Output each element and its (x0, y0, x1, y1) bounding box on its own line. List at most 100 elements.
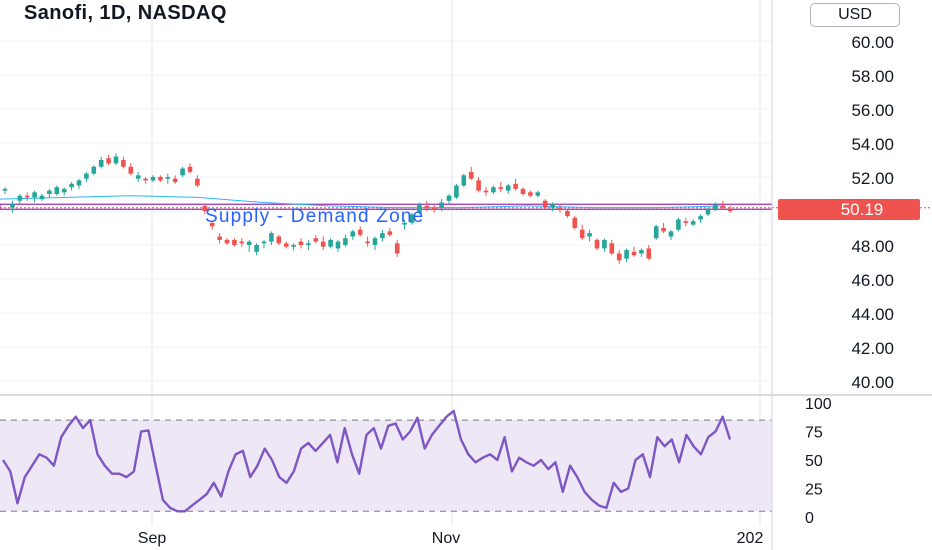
candle (158, 175, 163, 183)
candle (306, 239, 311, 251)
candle (84, 171, 89, 183)
candle (661, 222, 666, 234)
candle (705, 207, 711, 217)
oscillator-tick-label: 50 (805, 453, 823, 470)
price-tick-label: 46.00 (851, 271, 894, 290)
candle (261, 239, 267, 249)
candle (39, 194, 45, 201)
candle (483, 187, 489, 196)
candle (47, 188, 52, 198)
candle (587, 229, 592, 242)
candle (224, 238, 230, 245)
price-tick-label: 56.00 (851, 101, 894, 120)
candle (143, 177, 148, 184)
candle (683, 217, 689, 227)
candle (209, 221, 215, 230)
candle (246, 239, 252, 252)
candle (417, 202, 422, 215)
candle (535, 190, 541, 198)
candle (461, 173, 467, 188)
time-axis-label: Sep (138, 530, 167, 547)
candle (254, 243, 259, 256)
candle (313, 234, 319, 244)
candle (202, 204, 208, 215)
candle (187, 163, 193, 174)
candle (350, 229, 356, 240)
candle (727, 205, 733, 213)
candle (10, 200, 15, 213)
candle (624, 248, 629, 262)
candle (328, 238, 333, 249)
oscillator-tick-label: 0 (805, 510, 814, 527)
candle (431, 204, 437, 213)
candle (128, 163, 134, 176)
candle (542, 199, 548, 210)
currency-button[interactable]: USD (810, 3, 900, 27)
candle (520, 187, 526, 196)
candle (631, 246, 637, 257)
candle (239, 238, 245, 247)
candle (91, 165, 97, 176)
candle (424, 200, 430, 211)
candle (653, 224, 659, 240)
candle (565, 209, 570, 218)
candle (557, 204, 563, 213)
candle (372, 236, 378, 251)
candle (394, 239, 400, 257)
zone-annotation[interactable]: Supply - Demand Zone (205, 206, 424, 227)
time-axis-label: 202 (737, 530, 764, 547)
price-tick-label: 42.00 (851, 339, 894, 358)
candle (676, 217, 681, 232)
candle (113, 153, 119, 166)
candle (690, 219, 696, 227)
oscillator-tick-label: 75 (805, 425, 823, 442)
candle (387, 228, 393, 237)
moving-average (0, 195, 726, 209)
candle (646, 245, 652, 261)
candle (150, 175, 156, 183)
price-tick-label: 54.00 (851, 135, 894, 154)
candle (357, 226, 363, 237)
candle (365, 236, 370, 247)
candle (32, 190, 37, 203)
candle (17, 194, 23, 205)
candle (454, 183, 459, 200)
last-price-value: 50.19 (841, 200, 884, 219)
candle (298, 238, 304, 249)
candle (498, 182, 504, 193)
oscillator-tick-label: 25 (805, 482, 823, 499)
candle (69, 182, 74, 191)
price-tick-label: 52.00 (851, 169, 894, 188)
candle (2, 187, 8, 194)
candle (121, 156, 126, 169)
candle (491, 185, 496, 194)
candle (639, 248, 644, 257)
symbol-title[interactable]: Sanofi, 1D, NASDAQ (24, 2, 227, 24)
candle (609, 239, 615, 256)
last-price-label: 50.19 (778, 199, 920, 220)
candle (232, 238, 237, 247)
candle (402, 219, 407, 230)
oscillator (1, 409, 732, 513)
candle (276, 234, 282, 245)
candle (720, 200, 726, 210)
candle (98, 156, 104, 169)
price-tick-label: 40.00 (851, 373, 894, 392)
price-tick-label: 44.00 (851, 305, 894, 324)
price-tick-label: 48.00 (851, 237, 894, 256)
candle (476, 177, 481, 193)
candle (106, 154, 111, 166)
moving-average-line (0, 195, 726, 209)
candle (76, 178, 82, 189)
candle (513, 178, 518, 191)
candle (505, 183, 511, 194)
candle (24, 192, 30, 201)
candle (594, 238, 600, 251)
oscillator-line (1, 409, 732, 513)
candle (269, 231, 274, 245)
candle (446, 194, 452, 205)
candle (320, 236, 326, 251)
candle (61, 187, 67, 196)
candle (572, 216, 578, 230)
